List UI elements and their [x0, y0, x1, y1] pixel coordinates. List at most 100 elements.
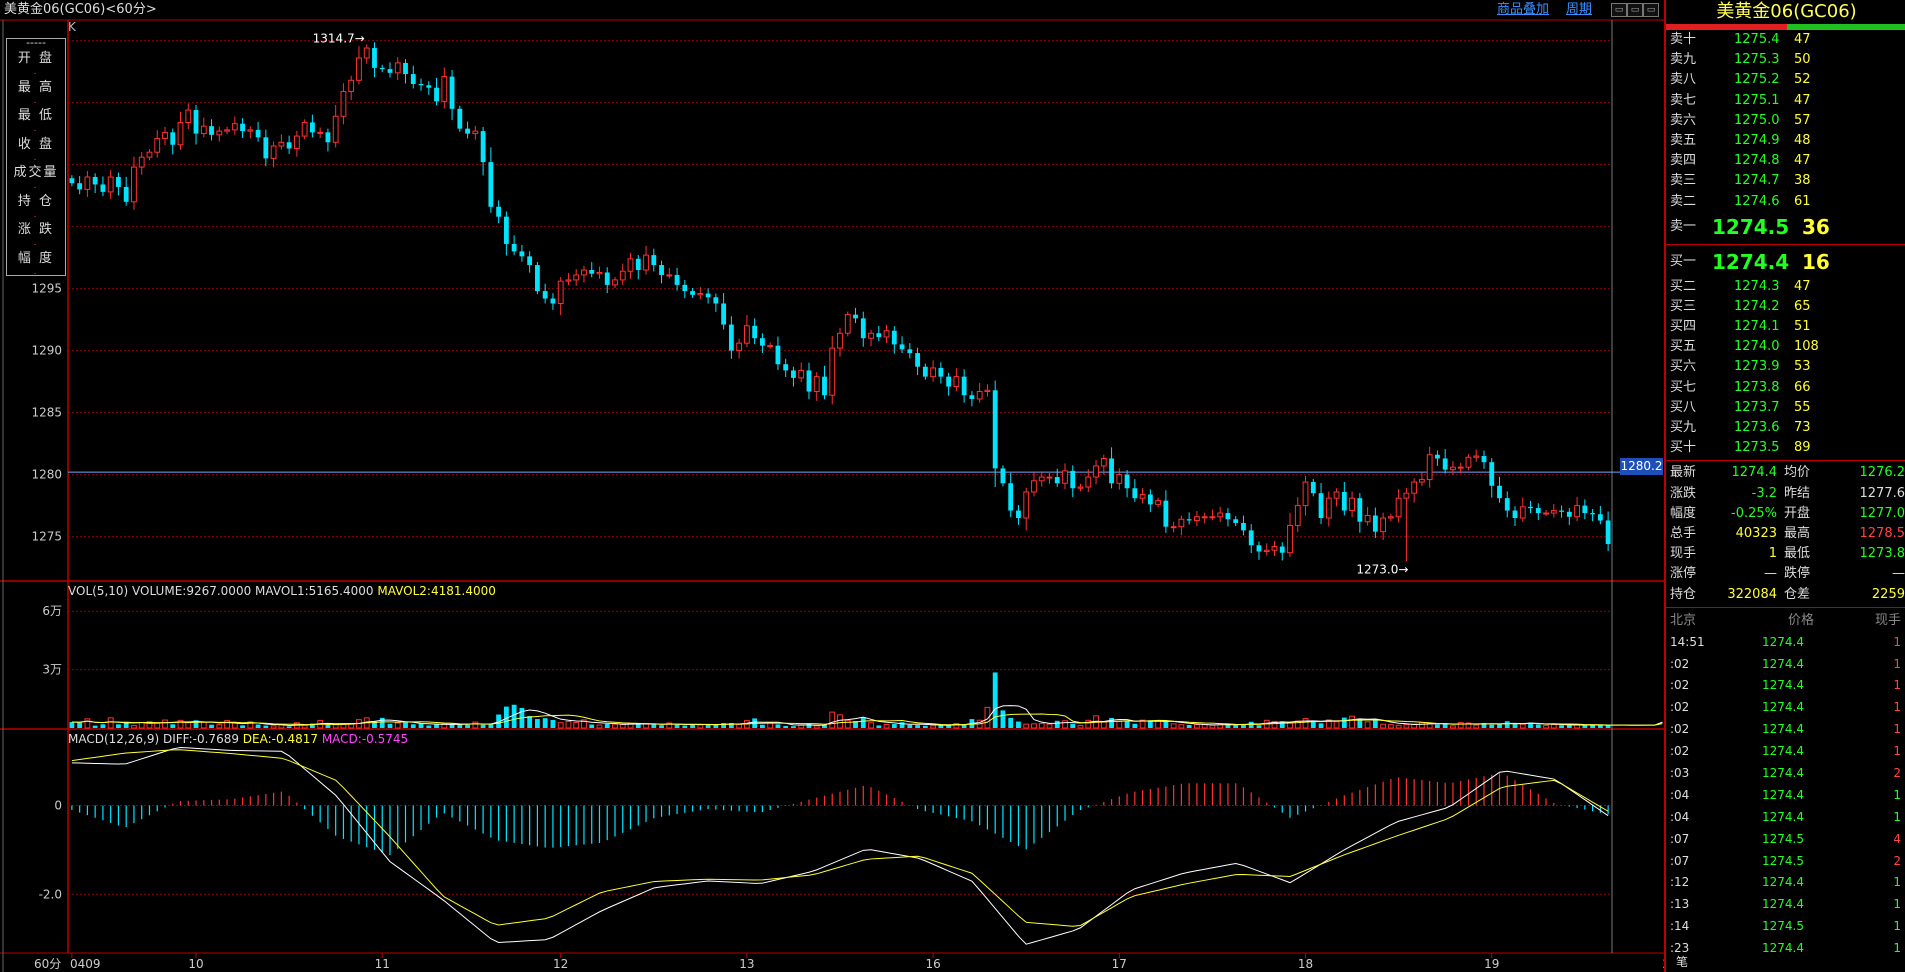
- candle-body-down: [853, 314, 858, 319]
- volume-bar-up: [394, 722, 401, 729]
- candle-body-up: [612, 279, 618, 286]
- tick-price: 1274.4: [1762, 875, 1804, 890]
- volume-bar-down: [961, 724, 967, 728]
- candle-body-down: [410, 74, 416, 84]
- volume-bar-down: [907, 724, 913, 728]
- candle-body-down: [752, 325, 758, 339]
- stat-label: 仓差: [1784, 586, 1811, 602]
- ask-row[interactable]: 卖三 1274.7 38: [1666, 171, 1905, 191]
- volume-bar-down: [1372, 720, 1378, 728]
- tick-row[interactable]: :07 1274.5 2: [1666, 851, 1905, 873]
- candle-body-down: [899, 344, 905, 350]
- ask-row[interactable]: 卖五 1274.9 48: [1666, 131, 1905, 151]
- volume-bar-down: [496, 714, 502, 728]
- volume-bar-down: [1186, 724, 1192, 728]
- volume-bar-down: [240, 725, 245, 728]
- candle-body-down: [325, 132, 331, 143]
- candle-body-up: [743, 325, 750, 344]
- tick-row[interactable]: :07 1274.5 4: [1666, 829, 1905, 851]
- bid-row[interactable]: 买五 1274.0 108: [1666, 337, 1905, 357]
- ask-label: 卖四: [1670, 153, 1697, 169]
- tick-row[interactable]: :02 1274.4 1: [1666, 719, 1905, 741]
- volume-bar-down: [1248, 721, 1254, 728]
- candle-body-down: [1310, 482, 1316, 494]
- ask-row[interactable]: 卖二 1274.6 61: [1666, 192, 1905, 212]
- bid-qty: 53: [1794, 359, 1811, 375]
- candle-body-down: [1497, 485, 1502, 499]
- volume-bar-down: [713, 725, 719, 728]
- bid-row[interactable]: 买四 1274.1 51: [1666, 317, 1905, 337]
- bid-row[interactable]: 买八 1273.7 55: [1666, 398, 1905, 418]
- tick-row[interactable]: :02 1274.4 1: [1666, 697, 1905, 719]
- volume-bar-down: [209, 724, 214, 728]
- tick-row[interactable]: :14 1274.5 1: [1666, 916, 1905, 938]
- volume-bar-down: [449, 723, 455, 728]
- tick-row[interactable]: :04 1274.4 1: [1666, 785, 1905, 807]
- x-tick-label: 13: [739, 957, 754, 971]
- candle-body-up: [1093, 465, 1099, 478]
- tick-row[interactable]: :03 1274.4 2: [1666, 763, 1905, 785]
- stat-value: 1277.6: [1859, 485, 1905, 501]
- bid-row[interactable]: 买二 1274.3 47: [1666, 277, 1905, 297]
- panel-toggle-icon[interactable]: ▭: [1643, 3, 1659, 17]
- ask-row[interactable]: 卖八 1275.2 52: [1666, 70, 1905, 90]
- bid-row[interactable]: 买一 1274.4 16: [1666, 247, 1905, 277]
- tick-row[interactable]: :13 1274.4 1: [1666, 894, 1905, 916]
- x-tick-label: 18: [1298, 957, 1313, 971]
- tick-row[interactable]: :02 1274.4 1: [1666, 675, 1905, 697]
- tick-row[interactable]: :12 1274.4 1: [1666, 872, 1905, 894]
- bid-row[interactable]: 买六 1273.9 53: [1666, 357, 1905, 377]
- candle-body-down: [721, 303, 727, 325]
- tick-qty: 1: [1893, 919, 1901, 934]
- volume-bar-down: [410, 724, 416, 728]
- candle-body-down: [635, 258, 641, 270]
- candle-body-up: [1419, 479, 1425, 483]
- bid-row[interactable]: 买七 1273.8 66: [1666, 378, 1905, 398]
- candle-body-down: [511, 243, 517, 252]
- tick-row[interactable]: :04 1274.4 1: [1666, 807, 1905, 829]
- candle-body-up: [619, 270, 626, 281]
- candle-body-down: [123, 186, 129, 202]
- ask-row[interactable]: 卖一 1274.5 36: [1666, 212, 1905, 242]
- quote-title: 美黄金06(GC06): [1716, 1, 1857, 22]
- tick-time: :13: [1670, 897, 1690, 912]
- ask-qty: 47: [1794, 153, 1811, 169]
- candle-body-down: [240, 123, 245, 132]
- x-tick-label: 10: [188, 957, 203, 971]
- stat-label: 幅度: [1670, 505, 1697, 521]
- volume-bar-up: [581, 719, 587, 729]
- candle-body-up: [1062, 470, 1068, 484]
- buy-sell-ratio-bar: [1666, 24, 1905, 30]
- tick-row[interactable]: :02 1274.4 1: [1666, 654, 1905, 676]
- ask-row[interactable]: 卖七 1275.1 47: [1666, 91, 1905, 111]
- volume-bar-up: [1139, 719, 1146, 729]
- bid-row[interactable]: 买三 1274.2 65: [1666, 297, 1905, 317]
- candle-body-down: [496, 206, 502, 217]
- candlestick-chart[interactable]: 1275 1280 1285 1290 1295 1314.7→ 1273.0→ 3万 6万 0 -…: [0, 0, 1664, 972]
- tick-list[interactable]: 14:51 1274.4 1:02 1274.4 1:02 1274.4 1:02 1274.…: [1666, 632, 1905, 960]
- volume-bar-up: [953, 722, 960, 729]
- tick-row[interactable]: :02 1274.4 1: [1666, 741, 1905, 763]
- tick-row[interactable]: 14:51 1274.4 1: [1666, 632, 1905, 654]
- ask-row[interactable]: 卖四 1274.8 47: [1666, 151, 1905, 171]
- volume-bar-down: [465, 724, 470, 728]
- candle-body-down: [822, 376, 827, 396]
- overlay-product-link[interactable]: 商品叠加: [1497, 2, 1550, 17]
- tick-row[interactable]: :23 1274.4 1: [1666, 938, 1905, 960]
- ask-row[interactable]: 卖九 1275.3 50: [1666, 50, 1905, 70]
- ask-row[interactable]: 卖六 1275.0 57: [1666, 111, 1905, 131]
- dea-line: [71, 749, 1609, 927]
- candle-body-up: [146, 151, 153, 158]
- candle-body-up: [1457, 466, 1464, 469]
- period-link[interactable]: 周期: [1566, 2, 1593, 17]
- bid-row[interactable]: 买九 1273.6 73: [1666, 418, 1905, 438]
- ask-row[interactable]: 卖十 1275.4 47: [1666, 30, 1905, 50]
- bid-row[interactable]: 买十 1273.5 89: [1666, 438, 1905, 458]
- zoom-out-icon[interactable]: ▭: [1627, 3, 1643, 17]
- candle-body-down: [783, 364, 789, 371]
- candle-body-up: [837, 332, 843, 349]
- bid-qty: 65: [1794, 298, 1811, 314]
- zoom-in-icon[interactable]: ▭: [1611, 3, 1627, 17]
- tick-footer[interactable]: 笔: [1676, 955, 1689, 969]
- tick-price: 1274.4: [1762, 700, 1804, 715]
